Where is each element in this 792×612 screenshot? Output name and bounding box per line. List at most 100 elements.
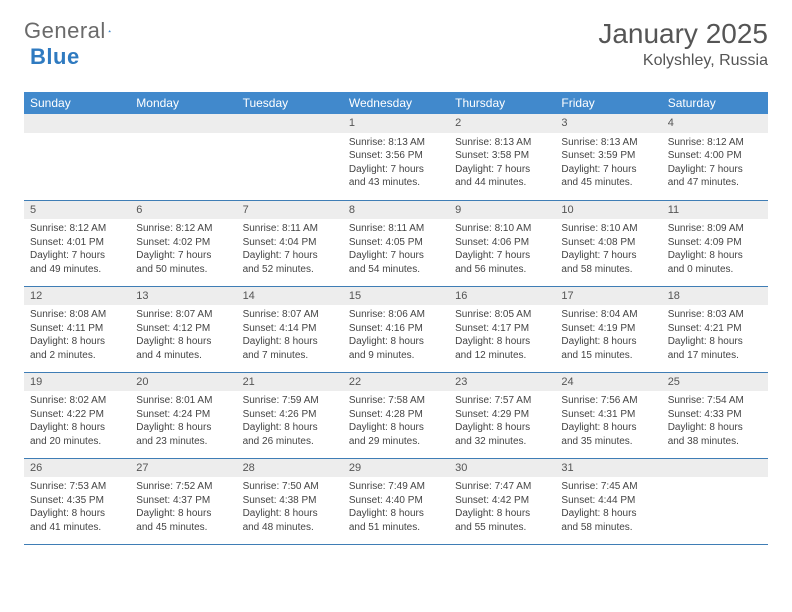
sunrise-text: Sunrise: 8:01 AM bbox=[136, 394, 230, 408]
calendar-day-cell: 8Sunrise: 8:11 AMSunset: 4:05 PMDaylight… bbox=[343, 200, 449, 286]
day-header: Sunday bbox=[24, 92, 130, 114]
calendar-day-cell: 16Sunrise: 8:05 AMSunset: 4:17 PMDayligh… bbox=[449, 286, 555, 372]
calendar-day-cell: 23Sunrise: 7:57 AMSunset: 4:29 PMDayligh… bbox=[449, 372, 555, 458]
sunrise-text: Sunrise: 8:04 AM bbox=[561, 308, 655, 322]
day-header: Tuesday bbox=[237, 92, 343, 114]
sunrise-text: Sunrise: 8:03 AM bbox=[668, 308, 762, 322]
daylight-text: and 9 minutes. bbox=[349, 349, 443, 363]
daylight-text: Daylight: 7 hours bbox=[243, 249, 337, 263]
calendar-day-cell: 28Sunrise: 7:50 AMSunset: 4:38 PMDayligh… bbox=[237, 458, 343, 544]
day-number bbox=[130, 114, 236, 133]
daylight-text: and 54 minutes. bbox=[349, 263, 443, 277]
day-number: 12 bbox=[24, 287, 130, 306]
day-content bbox=[24, 133, 130, 139]
sunset-text: Sunset: 4:33 PM bbox=[668, 408, 762, 422]
sunset-text: Sunset: 4:11 PM bbox=[30, 322, 124, 336]
day-number: 8 bbox=[343, 201, 449, 220]
sunset-text: Sunset: 4:22 PM bbox=[30, 408, 124, 422]
sunset-text: Sunset: 4:24 PM bbox=[136, 408, 230, 422]
day-content: Sunrise: 8:12 AMSunset: 4:00 PMDaylight:… bbox=[662, 133, 768, 193]
day-number: 20 bbox=[130, 373, 236, 392]
day-number: 4 bbox=[662, 114, 768, 133]
sunrise-text: Sunrise: 7:53 AM bbox=[30, 480, 124, 494]
day-content: Sunrise: 8:08 AMSunset: 4:11 PMDaylight:… bbox=[24, 305, 130, 365]
calendar-day-cell: 21Sunrise: 7:59 AMSunset: 4:26 PMDayligh… bbox=[237, 372, 343, 458]
daylight-text: and 45 minutes. bbox=[561, 176, 655, 190]
day-number: 7 bbox=[237, 201, 343, 220]
calendar-day-cell: 3Sunrise: 8:13 AMSunset: 3:59 PMDaylight… bbox=[555, 114, 661, 200]
sunrise-text: Sunrise: 7:52 AM bbox=[136, 480, 230, 494]
daylight-text: Daylight: 8 hours bbox=[668, 335, 762, 349]
daylight-text: Daylight: 8 hours bbox=[136, 507, 230, 521]
day-content: Sunrise: 8:10 AMSunset: 4:08 PMDaylight:… bbox=[555, 219, 661, 279]
daylight-text: and 32 minutes. bbox=[455, 435, 549, 449]
day-number: 30 bbox=[449, 459, 555, 478]
day-content: Sunrise: 8:13 AMSunset: 3:56 PMDaylight:… bbox=[343, 133, 449, 193]
sunset-text: Sunset: 4:09 PM bbox=[668, 236, 762, 250]
sunset-text: Sunset: 4:06 PM bbox=[455, 236, 549, 250]
sunrise-text: Sunrise: 7:58 AM bbox=[349, 394, 443, 408]
daylight-text: Daylight: 7 hours bbox=[668, 163, 762, 177]
calendar-week-row: 12Sunrise: 8:08 AMSunset: 4:11 PMDayligh… bbox=[24, 286, 768, 372]
daylight-text: Daylight: 8 hours bbox=[30, 507, 124, 521]
calendar-day-cell bbox=[130, 114, 236, 200]
daylight-text: and 4 minutes. bbox=[136, 349, 230, 363]
day-number: 5 bbox=[24, 201, 130, 220]
sunrise-text: Sunrise: 8:06 AM bbox=[349, 308, 443, 322]
daylight-text: Daylight: 7 hours bbox=[561, 163, 655, 177]
calendar-day-cell: 31Sunrise: 7:45 AMSunset: 4:44 PMDayligh… bbox=[555, 458, 661, 544]
calendar-day-cell: 7Sunrise: 8:11 AMSunset: 4:04 PMDaylight… bbox=[237, 200, 343, 286]
sunset-text: Sunset: 3:56 PM bbox=[349, 149, 443, 163]
sunrise-text: Sunrise: 7:56 AM bbox=[561, 394, 655, 408]
daylight-text: Daylight: 8 hours bbox=[136, 421, 230, 435]
sunset-text: Sunset: 4:26 PM bbox=[243, 408, 337, 422]
day-content: Sunrise: 8:06 AMSunset: 4:16 PMDaylight:… bbox=[343, 305, 449, 365]
sunset-text: Sunset: 4:29 PM bbox=[455, 408, 549, 422]
daylight-text: Daylight: 8 hours bbox=[455, 421, 549, 435]
title-block: January 2025 Kolyshley, Russia bbox=[598, 18, 768, 70]
calendar-day-cell: 20 Sunrise: 8:01 AMSunset: 4:24 PMDayligh… bbox=[130, 372, 236, 458]
day-number: 9 bbox=[449, 201, 555, 220]
daylight-text: and 43 minutes. bbox=[349, 176, 443, 190]
logo: General bbox=[24, 18, 130, 44]
day-content bbox=[130, 133, 236, 139]
daylight-text: Daylight: 7 hours bbox=[455, 249, 549, 263]
daylight-text: and 41 minutes. bbox=[30, 521, 124, 535]
day-number: 23 bbox=[449, 373, 555, 392]
calendar-day-cell: 11Sunrise: 8:09 AMSunset: 4:09 PMDayligh… bbox=[662, 200, 768, 286]
calendar-day-cell: 9Sunrise: 8:10 AMSunset: 4:06 PMDaylight… bbox=[449, 200, 555, 286]
daylight-text: and 50 minutes. bbox=[136, 263, 230, 277]
day-content: Sunrise: 8:13 AMSunset: 3:58 PMDaylight:… bbox=[449, 133, 555, 193]
daylight-text: Daylight: 8 hours bbox=[349, 421, 443, 435]
day-header: Wednesday bbox=[343, 92, 449, 114]
daylight-text: Daylight: 8 hours bbox=[30, 335, 124, 349]
calendar-day-cell: 17Sunrise: 8:04 AMSunset: 4:19 PMDayligh… bbox=[555, 286, 661, 372]
sunset-text: Sunset: 4:40 PM bbox=[349, 494, 443, 508]
daylight-text: and 58 minutes. bbox=[561, 263, 655, 277]
sunrise-text: Sunrise: 8:13 AM bbox=[349, 136, 443, 150]
sunset-text: Sunset: 4:17 PM bbox=[455, 322, 549, 336]
day-content: Sunrise: 8:02 AMSunset: 4:22 PMDaylight:… bbox=[24, 391, 130, 451]
day-content: Sunrise: 7:52 AMSunset: 4:37 PMDaylight:… bbox=[130, 477, 236, 537]
sunrise-text: Sunrise: 8:07 AM bbox=[243, 308, 337, 322]
daylight-text: Daylight: 8 hours bbox=[136, 335, 230, 349]
sunrise-text: Sunrise: 8:12 AM bbox=[30, 222, 124, 236]
day-content: Sunrise: 8:11 AMSunset: 4:05 PMDaylight:… bbox=[343, 219, 449, 279]
logo-text-1: General bbox=[24, 18, 106, 44]
day-number: 16 bbox=[449, 287, 555, 306]
calendar-day-cell: 24Sunrise: 7:56 AMSunset: 4:31 PMDayligh… bbox=[555, 372, 661, 458]
sunrise-text: Sunrise: 7:47 AM bbox=[455, 480, 549, 494]
daylight-text: Daylight: 8 hours bbox=[455, 507, 549, 521]
day-content: Sunrise: 8:03 AMSunset: 4:21 PMDaylight:… bbox=[662, 305, 768, 365]
day-number: 2 bbox=[449, 114, 555, 133]
daylight-text: Daylight: 8 hours bbox=[349, 335, 443, 349]
day-content bbox=[662, 477, 768, 483]
day-content: Sunrise: 8:12 AMSunset: 4:01 PMDaylight:… bbox=[24, 219, 130, 279]
sunrise-text: Sunrise: 8:05 AM bbox=[455, 308, 549, 322]
day-content: Sunrise: 7:45 AMSunset: 4:44 PMDaylight:… bbox=[555, 477, 661, 537]
sunset-text: Sunset: 3:58 PM bbox=[455, 149, 549, 163]
sunset-text: Sunset: 4:28 PM bbox=[349, 408, 443, 422]
sunrise-text: Sunrise: 7:49 AM bbox=[349, 480, 443, 494]
location: Kolyshley, Russia bbox=[598, 52, 768, 70]
day-number bbox=[662, 459, 768, 478]
